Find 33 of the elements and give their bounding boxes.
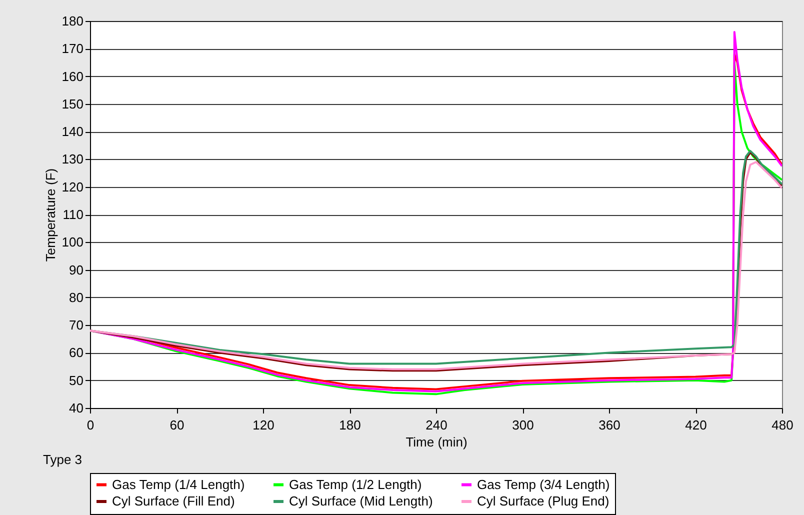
y-axis-title: Temperature (F) <box>42 168 58 262</box>
x-tick-label: 180 <box>339 418 361 432</box>
x-tick-label: 240 <box>426 418 448 432</box>
x-tick-label: 120 <box>252 418 274 432</box>
y-tick-label: 70 <box>69 318 84 333</box>
legend-label: Cyl Surface (Plug End) <box>477 494 610 508</box>
y-tick-label: 90 <box>69 262 84 278</box>
y-tick-label: 100 <box>62 234 84 250</box>
y-tick-label: 110 <box>62 207 84 222</box>
x-tick-label: 420 <box>685 418 707 432</box>
x-axis-title: Time (min) <box>406 434 468 450</box>
text: Type 3 <box>43 452 82 467</box>
y-tick-label: 150 <box>62 96 84 112</box>
y-tick-label: 180 <box>62 14 84 28</box>
y-tick-label: 120 <box>62 179 84 194</box>
legend-label: Gas Temp (3/4 Length) <box>477 476 610 492</box>
y-tick-label: 80 <box>69 290 84 305</box>
y-tick-label: 130 <box>62 152 84 167</box>
legend-label: Cyl Surface (Fill End) <box>112 494 235 508</box>
y-tick-label: 50 <box>69 372 84 388</box>
x-tick-label: 360 <box>598 418 620 432</box>
legend-label: Gas Temp (1/4 Length) <box>112 476 245 492</box>
legend-label: Gas Temp (1/2 Length) <box>289 476 422 492</box>
x-tick-label: 60 <box>170 418 184 432</box>
y-tick-label: 60 <box>69 345 84 360</box>
x-tick-label: 300 <box>512 418 534 432</box>
x-tick-label: 0 <box>86 418 94 432</box>
y-tick-label: 40 <box>69 400 84 416</box>
y-tick-label: 160 <box>62 68 84 84</box>
y-tick-label: 140 <box>62 124 84 140</box>
legend-label: Cyl Surface (Mid Length) <box>289 494 433 508</box>
x-tick-label: 480 <box>772 418 794 432</box>
y-tick-label: 170 <box>62 41 84 56</box>
